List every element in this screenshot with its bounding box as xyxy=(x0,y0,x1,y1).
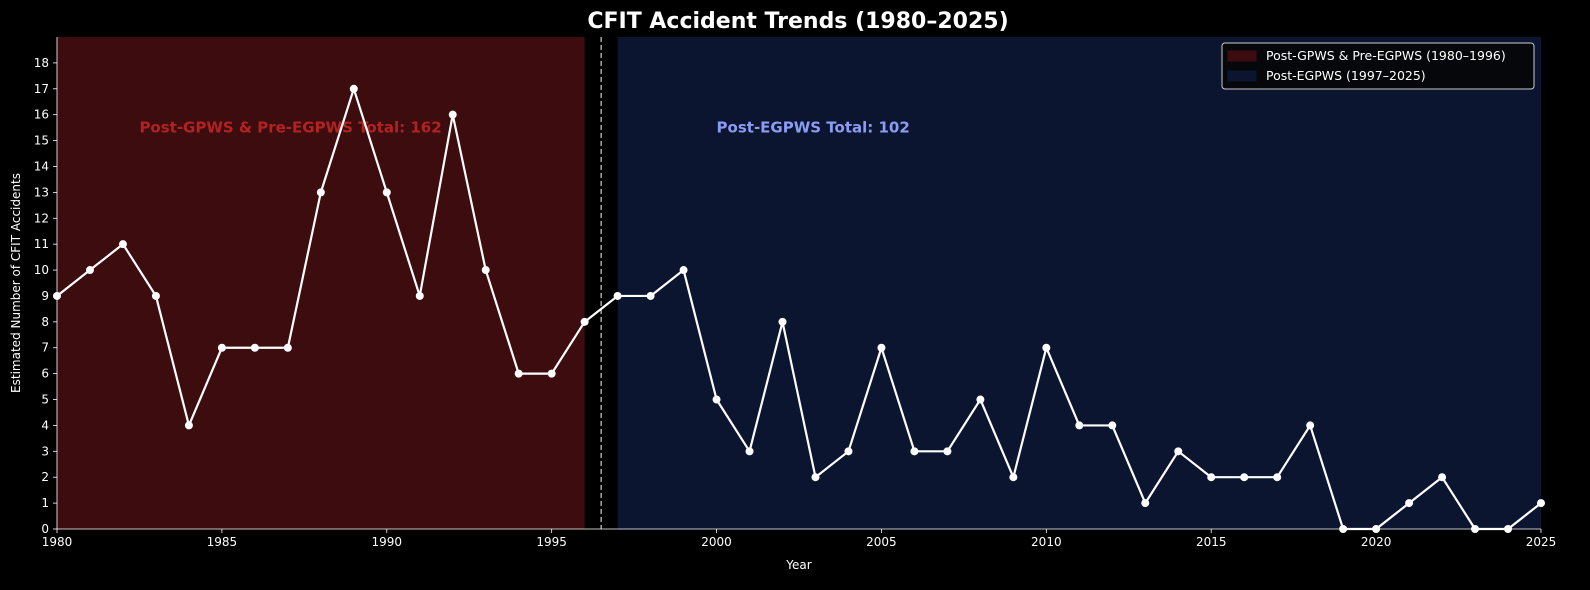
x-tick-label: 2015 xyxy=(1196,535,1227,549)
data-point xyxy=(778,317,787,326)
data-point xyxy=(316,188,325,197)
y-tick-label: 8 xyxy=(41,315,49,329)
y-tick-label: 0 xyxy=(41,522,49,536)
x-tick-label: 2025 xyxy=(1526,535,1557,549)
legend: Post-GPWS & Pre-EGPWS (1980–1996) Post-EG… xyxy=(1221,42,1535,90)
y-axis-label: Estimated Number of CFIT Accidents xyxy=(9,173,23,393)
data-point xyxy=(844,447,853,456)
data-series xyxy=(53,84,1545,533)
y-tick-label: 4 xyxy=(41,418,49,432)
data-point xyxy=(514,369,523,378)
data-point xyxy=(811,473,820,482)
data-point xyxy=(1042,343,1051,352)
legend-box xyxy=(1221,42,1535,90)
data-point xyxy=(1537,499,1545,508)
data-point xyxy=(712,395,721,404)
data-point xyxy=(1009,473,1018,482)
data-point xyxy=(1273,473,1282,482)
data-point xyxy=(1240,473,1249,482)
data-point xyxy=(448,110,457,119)
y-tick-label: 3 xyxy=(41,444,49,458)
x-tick-label: 2000 xyxy=(701,535,732,549)
data-point xyxy=(547,369,556,378)
y-tick-label: 12 xyxy=(34,211,49,225)
annotation-total-0: Post-GPWS & Pre-EGPWS Total: 162 xyxy=(139,119,441,137)
data-point xyxy=(679,266,688,275)
legend-label-0: Post-GPWS & Pre-EGPWS (1980–1996) xyxy=(1266,48,1506,63)
y-tick-label: 16 xyxy=(34,108,49,122)
data-point xyxy=(910,447,919,456)
legend-swatch-1 xyxy=(1227,70,1257,82)
data-point xyxy=(1405,499,1414,508)
data-point xyxy=(85,266,94,275)
x-tick-label: 1995 xyxy=(536,535,567,549)
y-tick-label: 18 xyxy=(34,56,49,70)
x-tick-label: 1990 xyxy=(372,535,403,549)
legend-swatch-0 xyxy=(1227,50,1257,62)
x-tick-label: 1985 xyxy=(207,535,238,549)
data-point xyxy=(1075,421,1084,430)
data-point xyxy=(118,240,127,249)
data-point xyxy=(415,291,424,300)
data-point xyxy=(1207,473,1216,482)
data-point xyxy=(1306,421,1315,430)
data-point xyxy=(349,84,358,93)
x-tick-label: 2010 xyxy=(1031,535,1062,549)
data-point xyxy=(976,395,985,404)
data-point xyxy=(217,343,226,352)
y-tick-label: 6 xyxy=(41,367,49,381)
legend-label-1: Post-EGPWS (1997–2025) xyxy=(1266,68,1426,83)
x-tick-label: 2005 xyxy=(866,535,897,549)
data-point xyxy=(382,188,391,197)
data-point xyxy=(481,266,490,275)
data-point xyxy=(184,421,193,430)
y-tick-label: 11 xyxy=(34,237,49,251)
data-point xyxy=(580,317,589,326)
chart-title: CFIT Accident Trends (1980–2025) xyxy=(587,9,1008,34)
x-tick-label: 2020 xyxy=(1361,535,1392,549)
data-point xyxy=(745,447,754,456)
series-line xyxy=(56,87,1542,531)
x-tick-label: 1980 xyxy=(42,535,73,549)
x-axis: 1980 1985 1990 1995 2000 2005 2010 2015 2020 2025 xyxy=(42,528,1557,549)
period-span-0 xyxy=(57,37,585,529)
y-tick-label: 1 xyxy=(41,496,49,510)
period-total-annotations: Post-GPWS & Pre-EGPWS Total: 162 Post-EGP… xyxy=(139,119,909,137)
y-tick-label: 14 xyxy=(34,159,49,173)
data-point xyxy=(1438,473,1447,482)
y-tick-label: 13 xyxy=(34,185,49,199)
y-tick-label: 15 xyxy=(34,134,49,148)
annotation-total-1: Post-EGPWS Total: 102 xyxy=(717,119,910,137)
y-tick-label: 17 xyxy=(34,82,49,96)
data-point xyxy=(283,343,292,352)
y-tick-label: 9 xyxy=(41,289,49,303)
period-spans xyxy=(57,37,1541,529)
data-point xyxy=(1141,499,1150,508)
data-point xyxy=(151,291,160,300)
data-point xyxy=(646,291,655,300)
period-span-1 xyxy=(617,37,1541,529)
data-point xyxy=(877,343,886,352)
data-point xyxy=(1108,421,1117,430)
data-point xyxy=(943,447,952,456)
data-point xyxy=(613,291,622,300)
y-tick-label: 5 xyxy=(41,393,49,407)
y-tick-label: 10 xyxy=(34,263,49,277)
x-axis-label: Year xyxy=(785,558,811,572)
y-tick-label: 2 xyxy=(41,470,49,484)
data-point xyxy=(250,343,259,352)
data-point xyxy=(1174,447,1183,456)
y-tick-label: 7 xyxy=(41,341,49,355)
